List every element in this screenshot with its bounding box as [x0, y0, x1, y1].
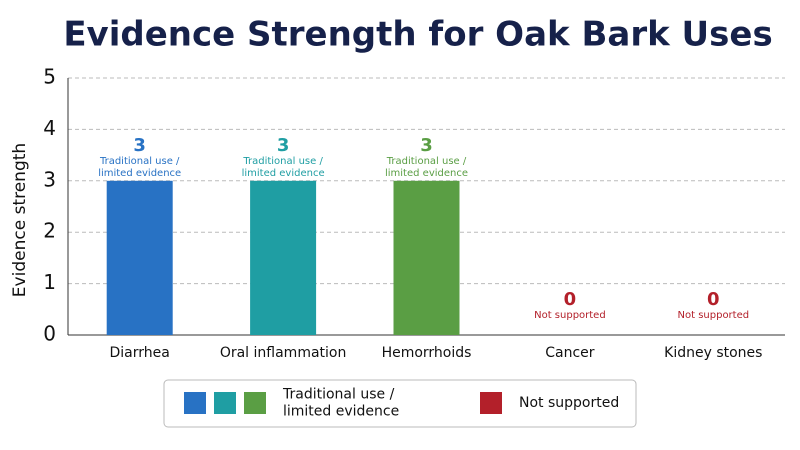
value-label: 0: [707, 289, 720, 310]
annotation: limited evidence: [242, 168, 325, 179]
legend-swatch: [244, 392, 266, 414]
annotation: limited evidence: [98, 168, 181, 179]
legend-swatch: [214, 392, 236, 414]
annotation: limited evidence: [385, 168, 468, 179]
annotation: Traditional use /: [386, 156, 467, 167]
legend-label: limited evidence: [283, 404, 399, 420]
y-tick-label: 0: [43, 322, 56, 346]
y-axis-label: Evidence strength: [10, 143, 30, 297]
y-tick-label: 1: [43, 270, 56, 294]
annotation: Not supported: [534, 310, 606, 321]
legend-swatch: [184, 392, 206, 414]
x-tick-label: Kidney stones: [664, 345, 762, 361]
annotation: Traditional use /: [242, 156, 323, 167]
y-tick-label: 2: [43, 219, 56, 243]
value-label: 3: [420, 135, 433, 156]
bar: [106, 180, 173, 335]
bar: [393, 180, 460, 335]
y-tick-label: 3: [43, 167, 56, 191]
bar: [250, 180, 317, 335]
annotation: Not supported: [678, 310, 750, 321]
legend-label: Not supported: [519, 395, 619, 411]
value-label: 3: [133, 135, 146, 156]
legend-box: [163, 379, 637, 428]
legend-label: Traditional use /: [282, 387, 395, 403]
y-tick-label: 4: [43, 116, 56, 140]
annotation: Traditional use /: [99, 156, 180, 167]
x-tick-label: Hemorrhoids: [382, 345, 472, 361]
x-tick-label: Cancer: [545, 345, 595, 361]
x-tick-label: Diarrhea: [110, 345, 170, 361]
value-label: 0: [564, 289, 577, 310]
x-tick-label: Oral inflammation: [220, 345, 347, 361]
legend-swatch: [480, 392, 502, 414]
y-tick-label: 5: [43, 65, 56, 89]
value-label: 3: [277, 135, 290, 156]
chart-title: Evidence Strength for Oak Bark Uses: [63, 15, 772, 55]
